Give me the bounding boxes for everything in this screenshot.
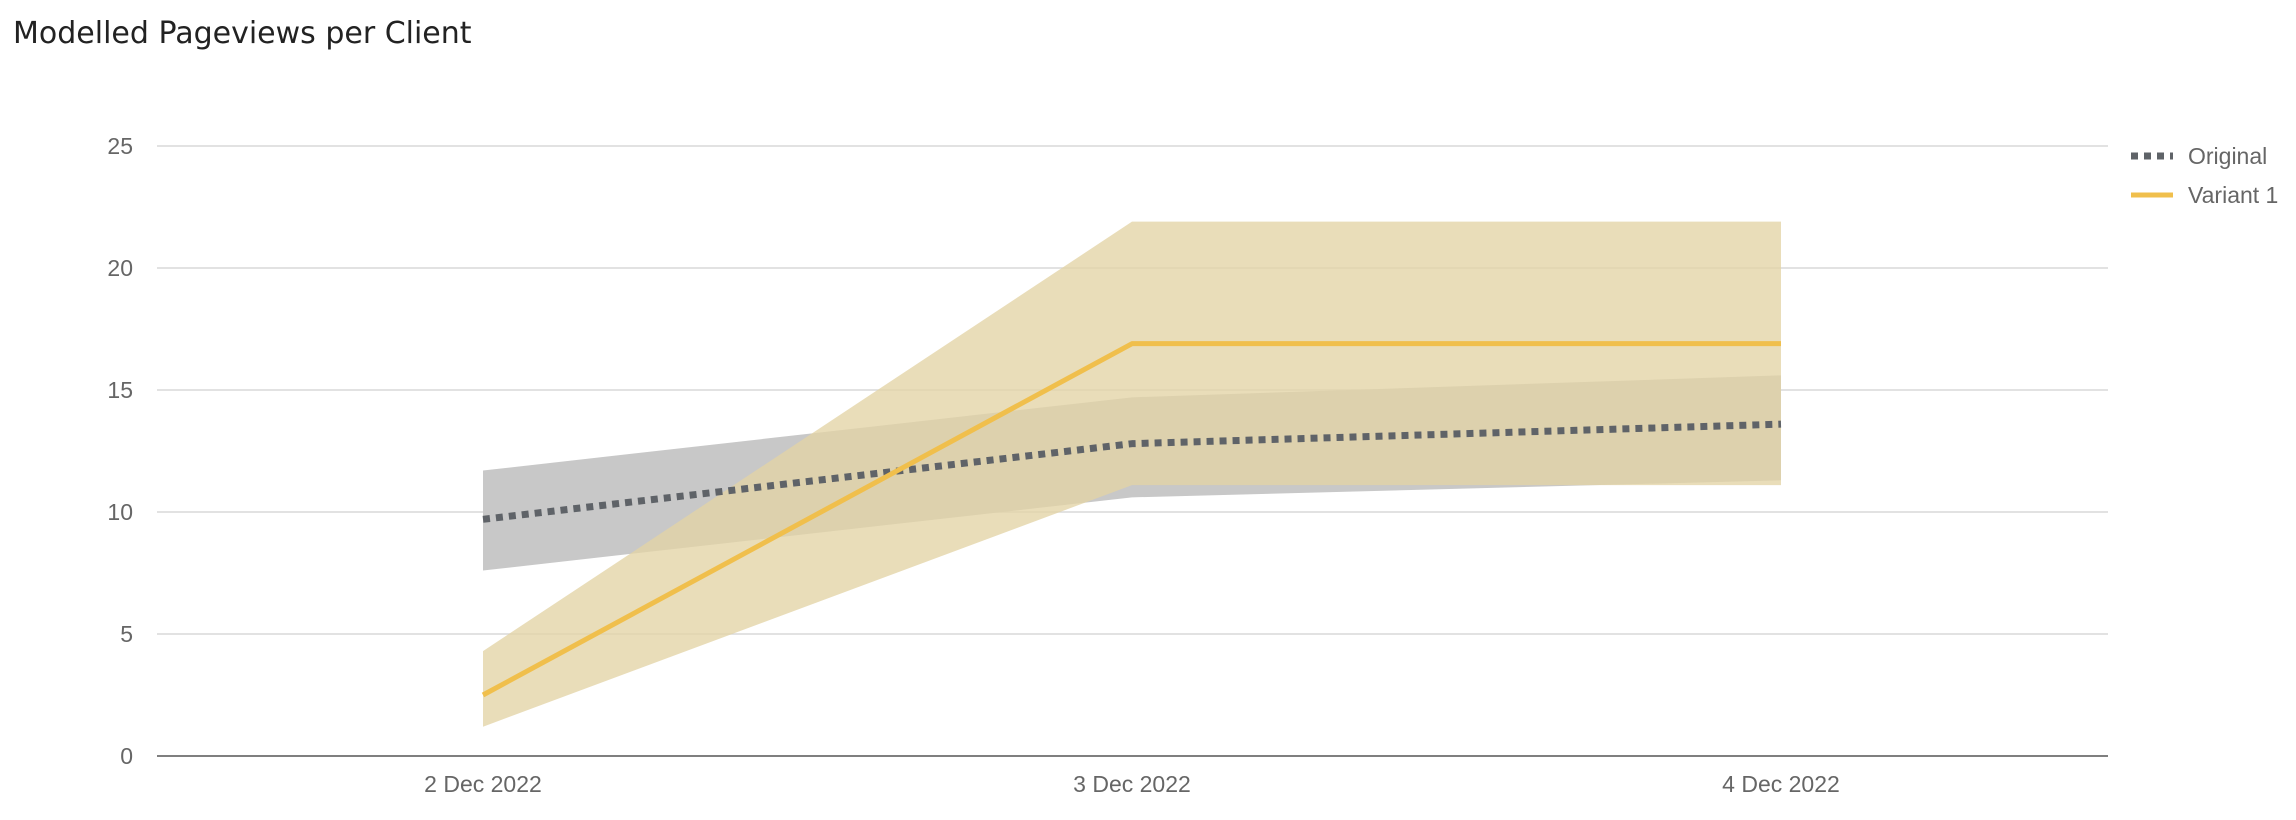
y-tick-label: 15 — [107, 377, 133, 403]
axes: 0 5 10 15 20 25 2 Dec 2022 3 Dec 2022 4 Dec 2022 — [107, 133, 2108, 797]
series-line-variant-1[interactable] — [481, 341, 1781, 698]
y-tick-label: 5 — [120, 621, 133, 647]
y-tick-label: 25 — [107, 133, 133, 159]
confidence-band-variant-1 — [483, 221, 1781, 727]
series-line-original[interactable] — [482, 420, 1782, 523]
y-tick-label: 10 — [107, 499, 133, 525]
y-tick-label: 20 — [107, 255, 133, 281]
legend[interactable]: Original Variant 1 — [2131, 143, 2278, 208]
x-tick-label: 3 Dec 2022 — [1073, 771, 1191, 797]
x-tick-label: 4 Dec 2022 — [1722, 771, 1840, 797]
confidence-bands — [483, 221, 1781, 727]
legend-label: Original — [2188, 143, 2267, 169]
x-tick-label: 2 Dec 2022 — [424, 771, 542, 797]
chart-title: Modelled Pageviews per Client — [13, 16, 472, 51]
series-lines — [481, 341, 1782, 698]
legend-label: Variant 1 — [2188, 182, 2278, 208]
y-tick-label: 0 — [120, 743, 133, 769]
